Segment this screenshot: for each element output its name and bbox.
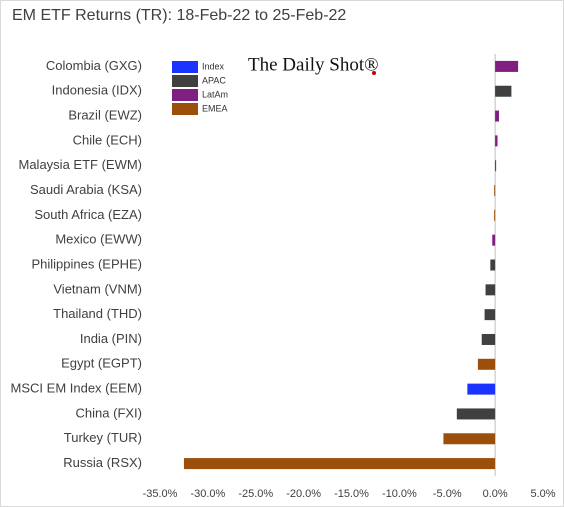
legend-label: EMEA: [202, 103, 228, 113]
x-tick-label: -30.0%: [190, 488, 225, 500]
y-tick-label: Saudi Arabia (KSA): [30, 182, 142, 197]
bar: [481, 333, 496, 345]
y-tick-label: Egypt (EGPT): [61, 356, 142, 371]
chart-title: EM ETF Returns (TR): 18-Feb-22 to 25-Feb…: [12, 7, 346, 24]
x-tick-label: 0.0%: [483, 488, 508, 500]
y-tick-label: Russia (RSX): [63, 455, 142, 470]
bar: [183, 458, 496, 470]
bar: [494, 209, 496, 221]
bar: [495, 110, 499, 122]
x-tick-label: -35.0%: [143, 488, 178, 500]
x-tick-label: -25.0%: [238, 488, 273, 500]
x-tick-label: -5.0%: [433, 488, 462, 500]
y-tick-label: Colombia (GXG): [46, 58, 142, 73]
y-tick-label: Malaysia ETF (EWM): [19, 157, 143, 172]
legend-label: APAC: [202, 75, 226, 85]
bar: [495, 135, 498, 147]
y-tick-label: Chile (ECH): [73, 132, 142, 147]
y-tick-label: Vietnam (VNM): [53, 281, 142, 296]
bar: [484, 309, 496, 321]
y-tick-label: Mexico (EWW): [55, 232, 142, 247]
y-tick-label: Brazil (EWZ): [68, 107, 142, 122]
x-tick-label: -20.0%: [286, 488, 321, 500]
legend-swatch: [172, 89, 198, 101]
legend-label: LatAm: [202, 89, 228, 99]
legend-swatch: [172, 103, 198, 115]
y-tick-label: China (FXI): [76, 405, 142, 420]
legend-swatch: [172, 61, 198, 73]
x-tick-label: 5.0%: [530, 488, 555, 500]
x-tick-label: -15.0%: [334, 488, 369, 500]
x-tick-label: -10.0%: [382, 488, 417, 500]
bar: [495, 60, 519, 72]
legend-label: Index: [202, 61, 225, 71]
y-tick-label: MSCI EM Index (EEM): [11, 381, 142, 396]
bar: [495, 160, 497, 172]
y-tick-label: Philippines (EPHE): [31, 256, 142, 271]
y-tick-label: Indonesia (IDX): [52, 83, 142, 98]
bar: [495, 85, 512, 97]
bar: [494, 185, 496, 197]
bar: [456, 408, 496, 420]
legend-swatch: [172, 75, 198, 87]
watermark-dot: [372, 71, 376, 75]
bar: [490, 259, 496, 271]
y-tick-label: South Africa (EZA): [34, 207, 142, 222]
bar: [492, 234, 496, 246]
bar: [485, 284, 496, 296]
y-tick-label: Thailand (THD): [53, 306, 142, 321]
y-tick-label: Turkey (TUR): [64, 430, 142, 445]
bar: [477, 358, 496, 370]
bar: [443, 433, 496, 445]
watermark: The Daily Shot®: [248, 54, 379, 75]
y-tick-label: India (PIN): [80, 331, 142, 346]
bar: [467, 383, 496, 395]
